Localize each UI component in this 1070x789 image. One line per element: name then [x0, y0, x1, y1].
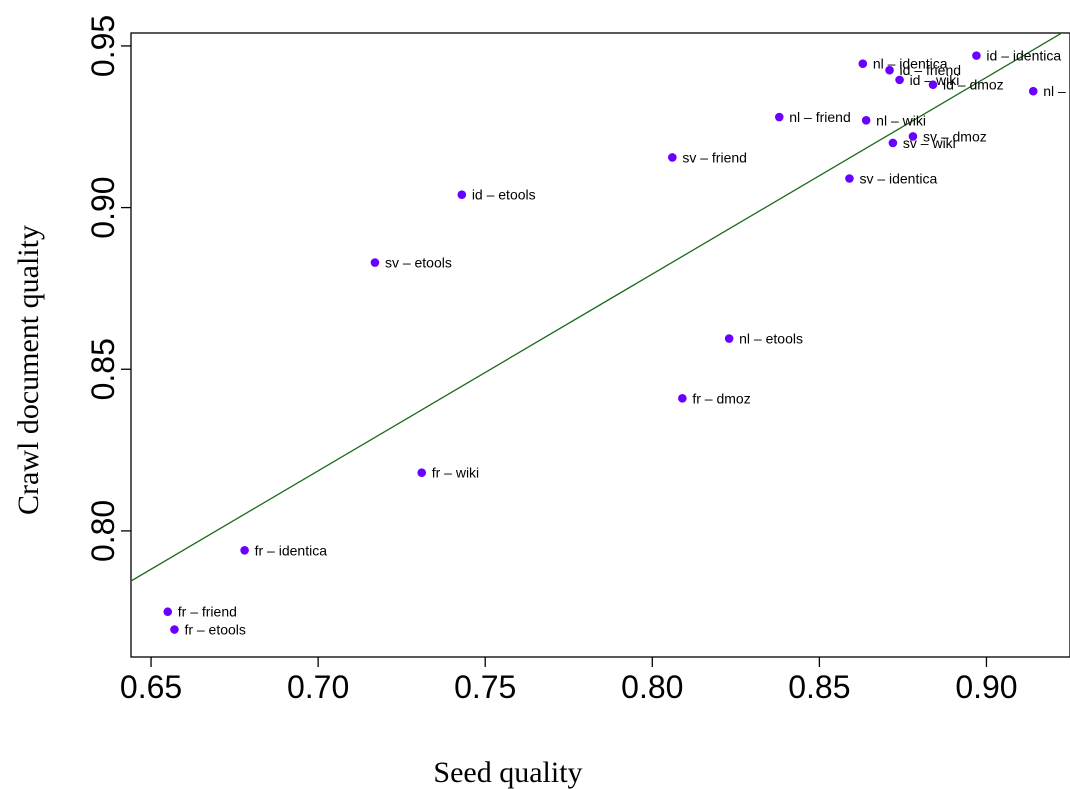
x-tick-label: 0.85: [788, 669, 850, 705]
data-point-label: nl – etools: [739, 331, 803, 347]
x-tick-label: 0.75: [454, 669, 516, 705]
data-point: [774, 112, 784, 122]
data-point-label: sv – identica: [859, 170, 937, 186]
x-tick-label: 0.70: [287, 669, 349, 705]
data-point-label: fr – wiki: [432, 465, 479, 481]
data-point-label: fr – dmoz: [692, 390, 750, 406]
data-point: [861, 115, 871, 125]
x-axis: 0.65 0.70 0.75 0.80 0.85 0.90: [120, 657, 1018, 705]
data-point: [908, 132, 918, 141]
data-point: [457, 190, 467, 199]
y-tick-label: 0.85: [85, 338, 121, 400]
data-point: [845, 174, 854, 183]
data-point: [240, 546, 249, 555]
data-point-label: fr – friend: [178, 604, 237, 620]
data-point: [678, 394, 687, 403]
y-axis: 0.80 0.85 0.90 0.95: [85, 15, 131, 562]
trend-line: [131, 33, 1064, 582]
y-tick-label: 0.95: [85, 15, 121, 77]
x-tick-label: 0.65: [120, 669, 182, 705]
data-point-label: id – etools: [472, 187, 536, 203]
data-point: [888, 138, 898, 148]
data-point-label: nl – wiki: [876, 112, 926, 128]
data-point-label: id – wiki: [910, 72, 960, 88]
data-point: [972, 51, 981, 60]
y-axis-title: Crawl document quality: [12, 225, 45, 515]
data-point-label: id – identica: [986, 48, 1061, 64]
data-point: [724, 334, 734, 343]
data-point: [858, 59, 868, 69]
data-point: [370, 258, 380, 267]
data-point: [163, 607, 173, 617]
data-point-label: sv – friend: [682, 149, 747, 165]
data-point: [895, 75, 904, 85]
data-point: [417, 468, 427, 478]
plot-area-frame: [130, 32, 1070, 658]
y-tick-label: 0.90: [85, 176, 121, 238]
data-point: [1028, 86, 1038, 96]
data-point-label: id – friend: [900, 62, 961, 78]
x-axis-title: Seed quality: [433, 756, 582, 789]
data-point-label: sv – wiki: [903, 135, 956, 151]
data-point-label: nl – dmoz: [1043, 83, 1070, 99]
x-tick-label: 0.90: [955, 669, 1017, 705]
data-point-label: fr – identica: [255, 542, 328, 558]
data-point: [928, 80, 938, 90]
data-point: [885, 65, 894, 75]
x-tick-label: 0.80: [621, 669, 683, 705]
data-point-label: id – dmoz: [943, 77, 1004, 93]
y-tick-label: 0.80: [85, 500, 121, 562]
data-point-label: sv – etools: [385, 255, 452, 271]
data-point-label: sv – dmoz: [923, 128, 987, 144]
data-point-label: fr – etools: [184, 622, 245, 638]
data-point-label: nl – friend: [789, 109, 850, 125]
data-point: [170, 625, 179, 634]
data-point: [668, 153, 677, 162]
